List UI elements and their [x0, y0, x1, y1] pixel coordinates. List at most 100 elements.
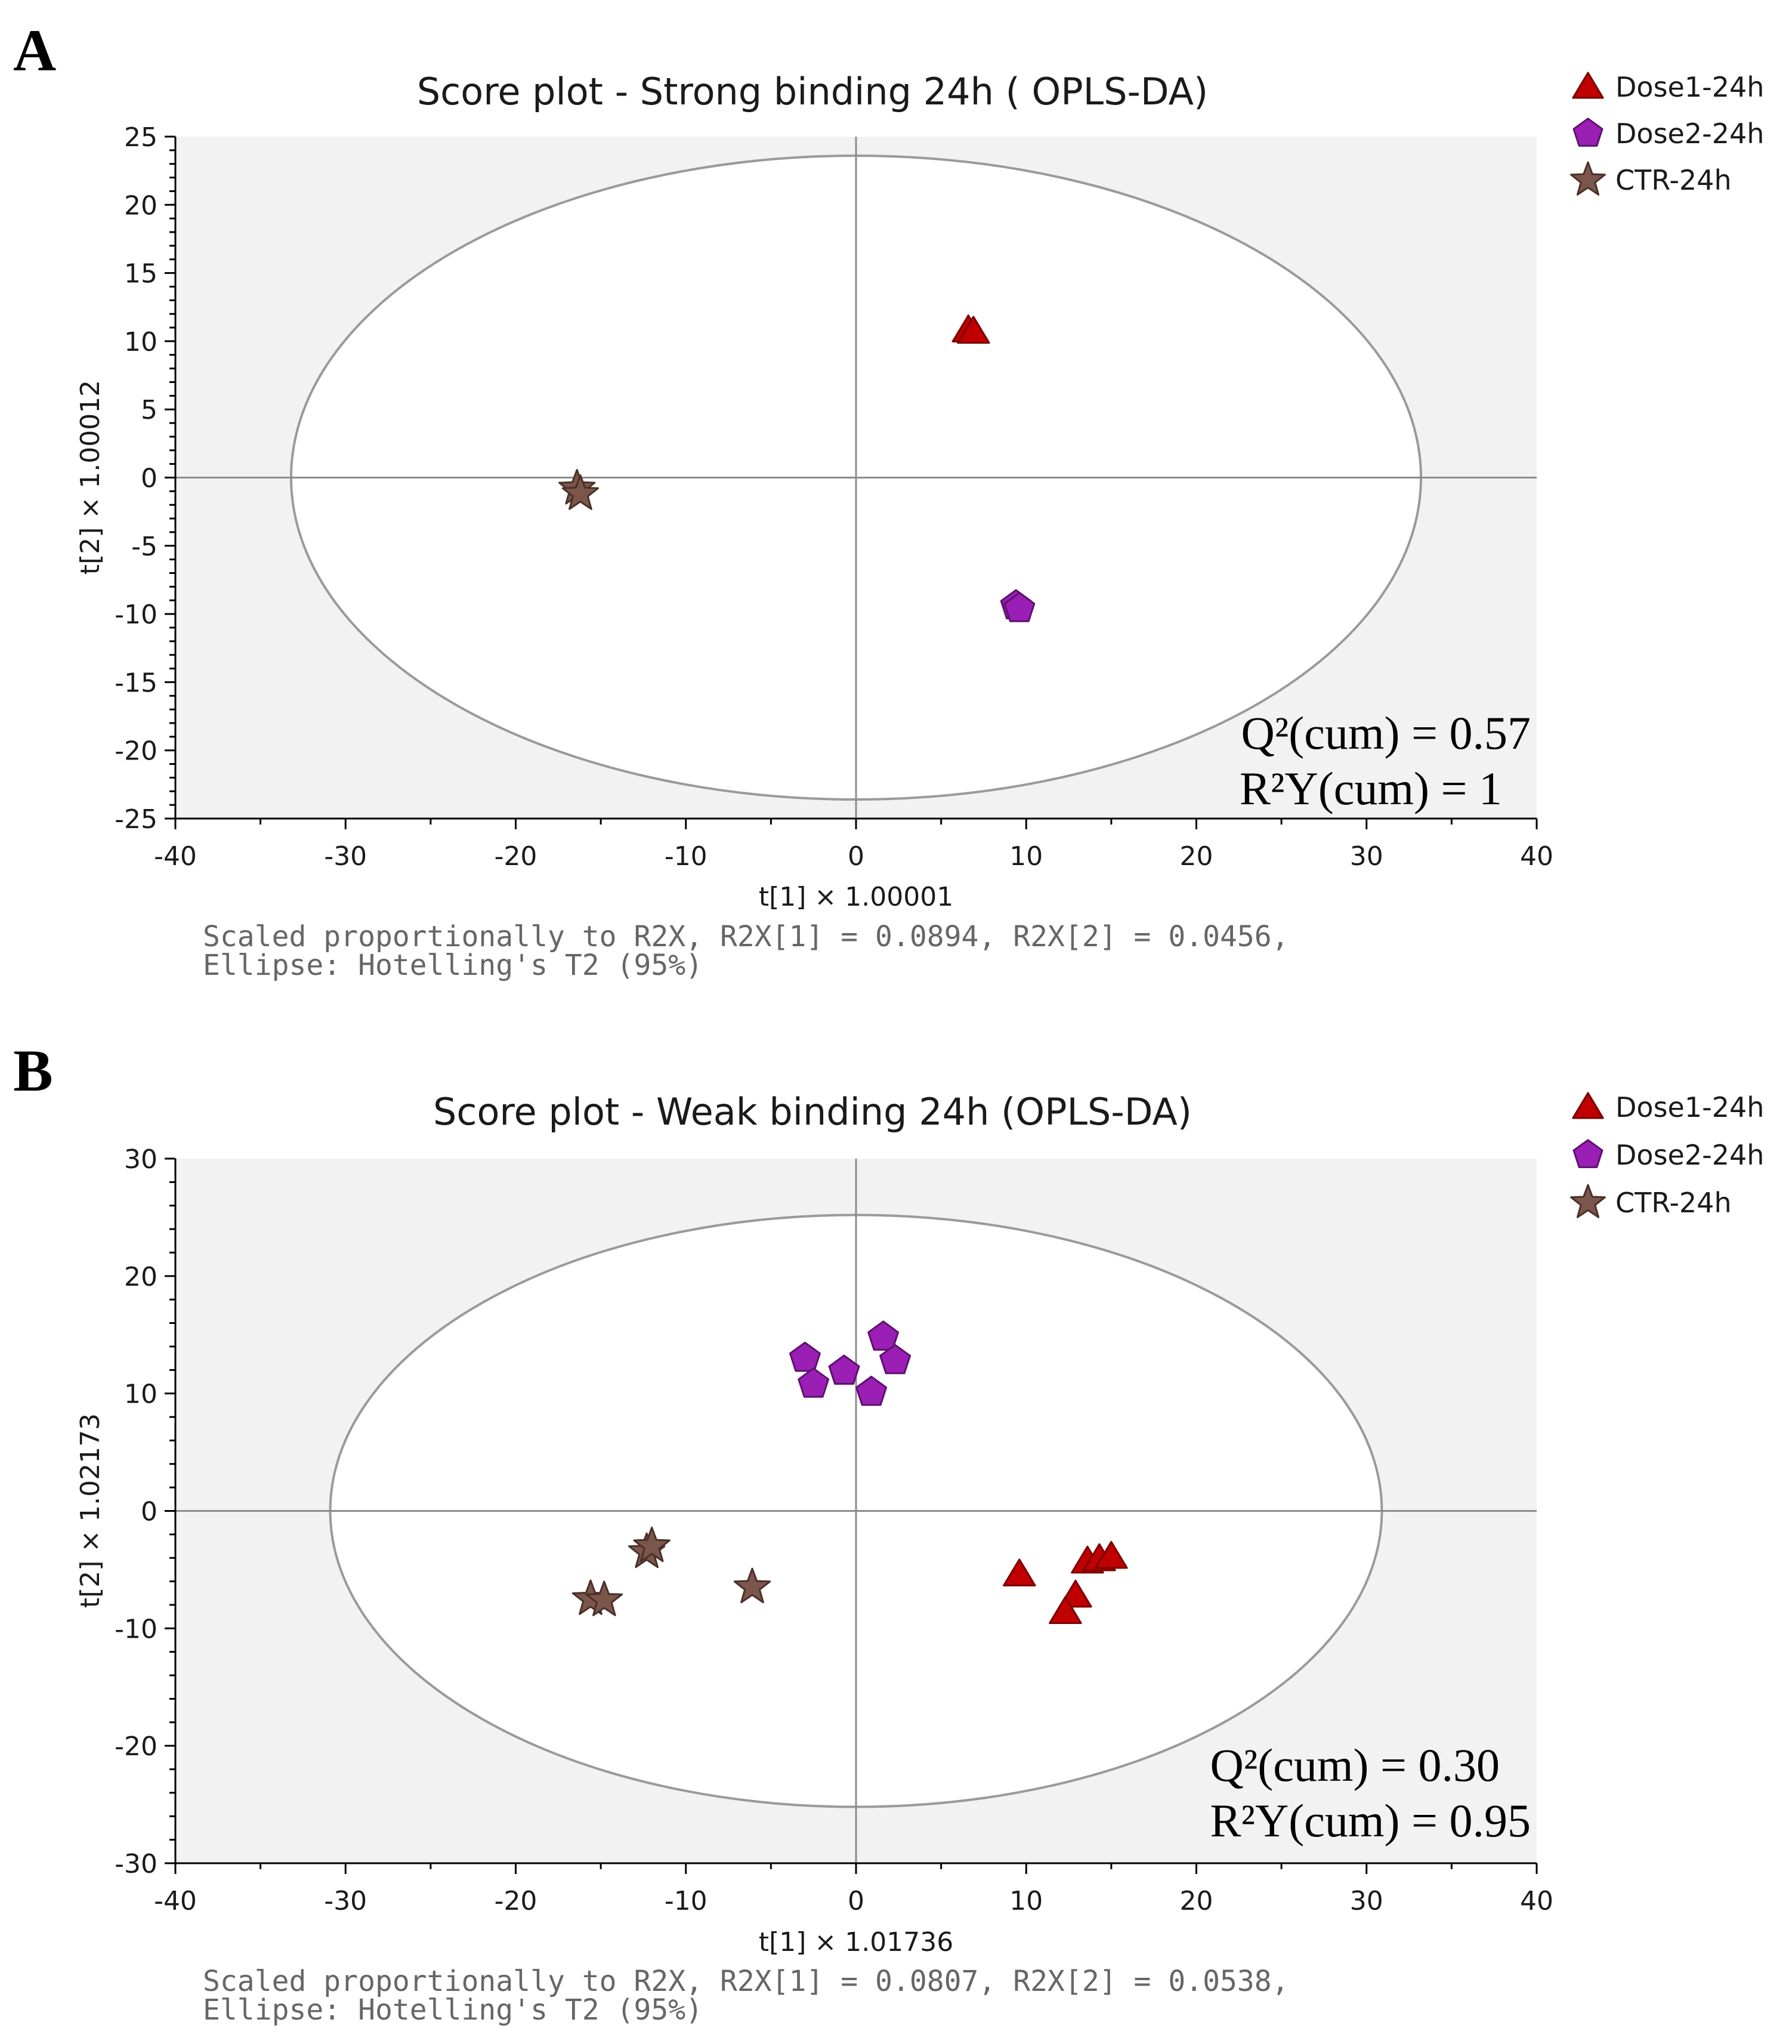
panel-a-footnote-line2: Ellipse: Hotelling's T2 (95%) — [203, 949, 703, 982]
legend-label: CTR-24h — [1615, 164, 1732, 196]
panel-a-r2y-stat: R²Y(cum) = 1 — [1240, 762, 1502, 814]
panel-b-q2-stat: Q²(cum) = 0.30 — [1210, 1739, 1500, 1791]
legend-label: CTR-24h — [1615, 1187, 1732, 1219]
triangle-marker-icon — [1572, 1092, 1604, 1119]
legend-item-dose2: Dose2-24h — [1572, 1139, 1764, 1171]
panel-a: A Score plot - Strong binding 24h ( OPLS… — [13, 17, 1764, 982]
data-point-pentagon — [867, 1320, 900, 1351]
panel-a-footnote-line1: Scaled proportionally to R2X, R2X[1] = 0… — [203, 920, 1289, 953]
x-tick-label: 30 — [1350, 841, 1383, 872]
y-tick-label: -20 — [115, 736, 157, 767]
star-marker-icon — [1570, 161, 1606, 196]
panel-b-legend: Dose1-24h Dose2-24h CTR-24h — [1570, 1091, 1764, 1219]
x-tick-label: 0 — [848, 1886, 864, 1916]
panel-a-ticks — [165, 135, 1538, 829]
x-tick-label: 30 — [1350, 1886, 1383, 1916]
panel-b-x-tick-labels: -40 -30 -20 -10 0 10 20 30 40 — [154, 1886, 1553, 1916]
x-tick-label: -30 — [324, 841, 367, 872]
legend-label: Dose2-24h — [1615, 118, 1764, 150]
data-point-pentagon — [879, 1344, 912, 1375]
data-point-star — [733, 1567, 771, 1604]
legend-label: Dose2-24h — [1615, 1139, 1764, 1171]
pentagon-icon — [1572, 118, 1603, 147]
data-point-star — [633, 1526, 671, 1563]
data-point-star — [561, 474, 600, 510]
legend-item-dose1: Dose1-24h — [1572, 1091, 1764, 1123]
pentagon-icon — [1572, 1139, 1603, 1168]
panel-b-ticks — [165, 1157, 1538, 1874]
data-point-triangle — [1095, 1540, 1128, 1569]
x-tick-label: 10 — [1009, 841, 1043, 872]
y-tick-label: -30 — [115, 1849, 157, 1879]
x-tick-label: 0 — [848, 841, 864, 872]
y-tick-label: 10 — [124, 1379, 157, 1410]
panel-a-y-axis-label: t[2] × 1.00012 — [75, 380, 106, 575]
panel-a-legend: Dose1-24h Dose2-24h CTR-24h — [1570, 71, 1764, 196]
data-point-triangle — [957, 316, 990, 344]
x-tick-label: 20 — [1180, 1886, 1213, 1916]
x-tick-label: -10 — [665, 841, 707, 872]
data-point-pentagon — [789, 1341, 821, 1372]
triangle-icon — [1572, 1092, 1604, 1119]
data-point-triangle — [1003, 1558, 1036, 1587]
star-icon — [1570, 1184, 1606, 1218]
x-tick-label: -40 — [154, 841, 197, 872]
x-tick-label: -20 — [495, 841, 537, 872]
panel-a-title: Score plot - Strong binding 24h ( OPLS-D… — [417, 70, 1208, 113]
panel-b-footnote-line2: Ellipse: Hotelling's T2 (95%) — [203, 1993, 703, 2027]
x-tick-label: 20 — [1180, 841, 1213, 872]
y-tick-label: 20 — [124, 190, 157, 221]
panel-b-letter: B — [13, 1038, 53, 1104]
panel-a-data-points — [558, 314, 1036, 622]
x-tick-label: -20 — [495, 1886, 537, 1916]
pentagon-marker-icon — [1572, 1139, 1603, 1168]
legend-item-ctr: CTR-24h — [1570, 1184, 1732, 1219]
y-tick-label: 30 — [124, 1144, 157, 1175]
y-tick-label: 5 — [141, 395, 157, 425]
y-tick-label: 25 — [124, 122, 157, 153]
triangle-icon — [1572, 72, 1604, 99]
x-tick-label: -30 — [324, 1886, 367, 1916]
panel-b: B Score plot - Weak binding 24h (OPLS-DA… — [13, 1038, 1764, 2027]
y-tick-label: -10 — [115, 1614, 157, 1644]
star-icon — [1570, 161, 1606, 196]
panel-a-x-tick-labels: -40 -30 -20 -10 0 10 20 30 40 — [154, 841, 1553, 872]
y-tick-label: -10 — [115, 600, 157, 630]
legend-label: Dose1-24h — [1615, 71, 1764, 103]
data-point-triangle — [1049, 1596, 1082, 1625]
x-tick-label: -10 — [665, 1886, 707, 1916]
y-tick-label: -15 — [115, 668, 157, 698]
data-point-pentagon — [828, 1354, 860, 1385]
y-tick-label: -5 — [131, 532, 157, 562]
panel-b-y-tick-labels: 30 20 10 0 -10 -20 -30 — [115, 1144, 157, 1879]
panel-b-data-points — [571, 1320, 1128, 1625]
pentagon-marker-icon — [1572, 118, 1603, 147]
panel-a-x-axis-label: t[1] × 1.00001 — [759, 882, 953, 912]
legend-item-dose2: Dose2-24h — [1572, 118, 1764, 150]
y-tick-label: 15 — [124, 259, 157, 289]
x-tick-label: 10 — [1009, 1886, 1043, 1916]
triangle-marker-icon — [1572, 72, 1604, 99]
panel-b-x-axis-label: t[1] × 1.01736 — [759, 1927, 953, 1957]
x-tick-label: 40 — [1520, 841, 1553, 872]
y-tick-label: 10 — [124, 327, 157, 357]
data-point-pentagon — [855, 1375, 888, 1406]
panel-b-footnote-line1: Scaled proportionally to R2X, R2X[1] = 0… — [203, 1965, 1289, 1998]
panel-a-letter: A — [13, 17, 56, 84]
panel-b-title: Score plot - Weak binding 24h (OPLS-DA) — [433, 1090, 1192, 1134]
legend-item-dose1: Dose1-24h — [1572, 71, 1764, 103]
legend-label: Dose1-24h — [1615, 1091, 1764, 1123]
panel-a-y-tick-labels: 25 20 15 10 5 0 -5 -10 -15 -20 -25 — [115, 122, 157, 835]
data-point-pentagon — [798, 1367, 830, 1398]
legend-item-ctr: CTR-24h — [1570, 161, 1732, 196]
y-tick-label: 20 — [124, 1262, 157, 1292]
star-marker-icon — [1570, 1184, 1606, 1218]
x-tick-label: -40 — [154, 1886, 197, 1916]
y-tick-label: 0 — [141, 1497, 157, 1527]
y-tick-label: -25 — [115, 804, 157, 835]
data-point-pentagon — [1003, 592, 1036, 622]
panel-b-r2y-stat: R²Y(cum) = 0.95 — [1210, 1795, 1531, 1847]
y-tick-label: 0 — [141, 464, 157, 494]
